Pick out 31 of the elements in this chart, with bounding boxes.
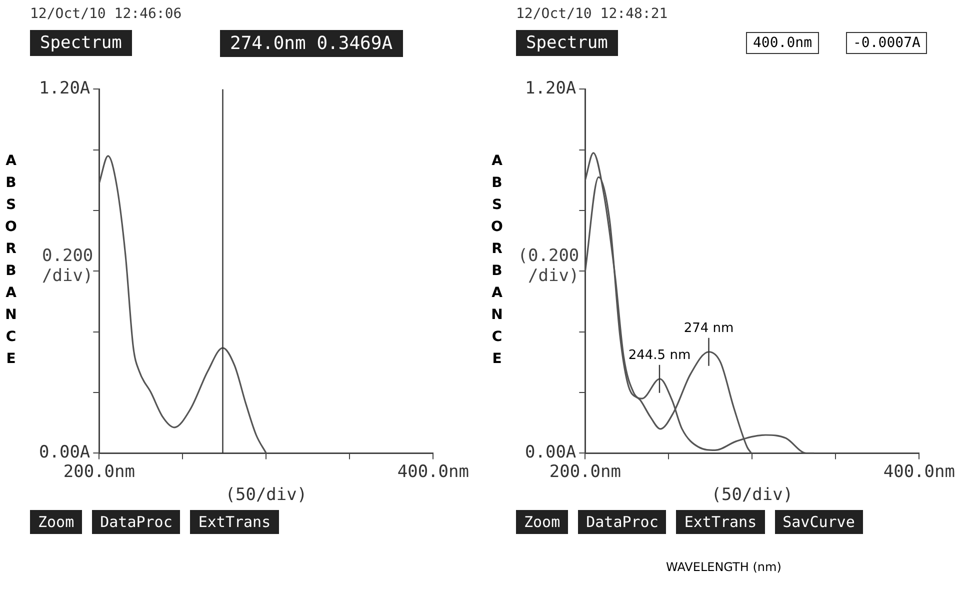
y-axis-title: (0.200 /div) bbox=[518, 246, 580, 286]
text: DataProc bbox=[578, 510, 666, 534]
text: Spectrum bbox=[30, 30, 132, 56]
text: 400.0nm bbox=[746, 32, 820, 54]
y-tick-label: 0.00A bbox=[38, 442, 90, 463]
x-tick-label: 200.0nm bbox=[549, 462, 621, 482]
text: WAVELENGTH (nm) bbox=[666, 560, 782, 574]
x-axis-title: (50/div) bbox=[225, 485, 308, 506]
y-tick-label: 0.00A bbox=[524, 442, 576, 463]
y-tick-label: 1.20A bbox=[524, 78, 576, 99]
text: ExtTrans bbox=[190, 510, 279, 534]
x-tick-label: 400.0nm bbox=[397, 462, 470, 482]
x-axis-title: (50/div) bbox=[711, 485, 794, 506]
text: 12/Oct/10 12:46:06 bbox=[30, 6, 182, 22]
x-tick-label: 400.0nm bbox=[883, 462, 956, 482]
y-axis-title: 0.200 /div) bbox=[42, 246, 94, 286]
text: ExtTrans bbox=[676, 510, 765, 534]
annotation: 244.5 nm bbox=[628, 348, 691, 363]
text: ABSORBANCE bbox=[491, 153, 503, 367]
text: Zoom bbox=[30, 510, 82, 534]
y-tick-label: 1.20A bbox=[38, 78, 90, 99]
text: ABSORBANCE bbox=[5, 153, 17, 367]
text: Zoom bbox=[516, 510, 568, 534]
annotation: 274 nm bbox=[684, 320, 734, 336]
text: DataProc bbox=[92, 510, 180, 534]
text: Spectrum bbox=[516, 30, 618, 56]
text: SavCurve bbox=[774, 510, 863, 534]
text: -0.0007A bbox=[846, 32, 928, 54]
text: 12/Oct/10 12:48:21 bbox=[516, 6, 668, 22]
text: 274.0nm 0.3469A bbox=[220, 30, 403, 57]
x-tick-label: 200.0nm bbox=[63, 462, 135, 482]
